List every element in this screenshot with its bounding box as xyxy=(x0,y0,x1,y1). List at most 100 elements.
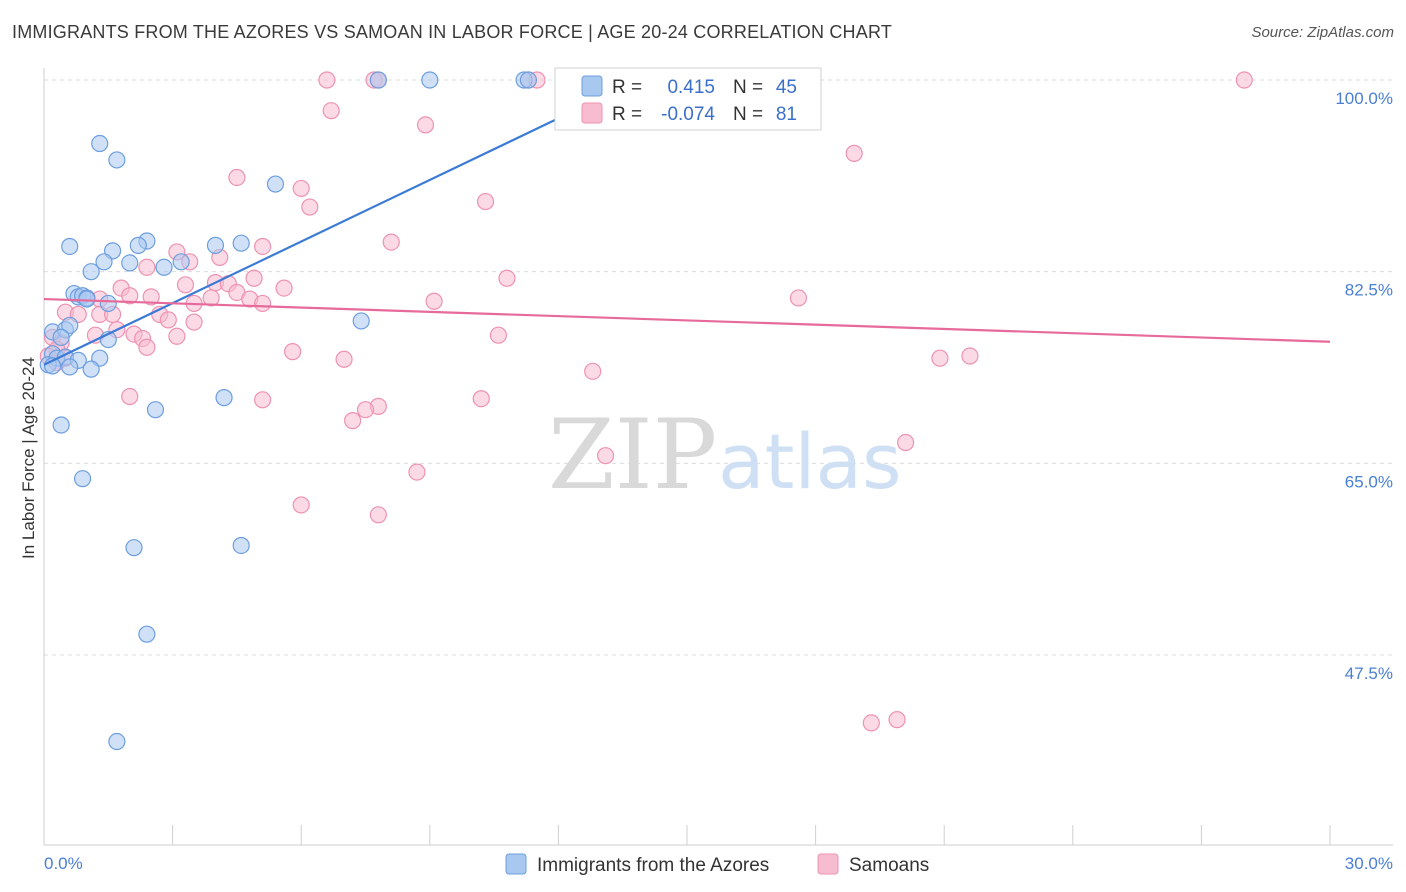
azores-point-15 xyxy=(155,258,173,276)
samoan-point-8 xyxy=(845,144,863,162)
azores-point-3 xyxy=(519,71,537,89)
axes xyxy=(43,68,1393,846)
azores-point-40 xyxy=(146,401,165,419)
samoan-point-70 xyxy=(292,496,310,514)
y-tick-label-2: 65.0% xyxy=(1345,472,1393,491)
legend-r-label-azores: R = xyxy=(612,77,642,98)
samoan-point-55 xyxy=(584,362,602,380)
bottom-legend-label-azores: Immigrants from the Azores xyxy=(537,855,769,876)
samoan-point-66 xyxy=(344,412,362,430)
samoan-point-63 xyxy=(472,390,490,408)
samoan-point-41 xyxy=(159,311,177,329)
azores-point-37 xyxy=(61,358,79,376)
samoan-point-31 xyxy=(425,292,443,310)
samoan-point-7 xyxy=(416,116,435,134)
watermark-zip: ZIP xyxy=(548,399,717,511)
legend-n-value-samoan: 81 xyxy=(776,104,797,125)
azores-point-45 xyxy=(138,625,156,643)
azores-trend-line xyxy=(43,84,628,366)
azores-point-5 xyxy=(108,151,126,169)
samoan-point-32 xyxy=(789,289,808,307)
gridlines xyxy=(44,79,1393,656)
source-credit: Source: ZipAtlas.com xyxy=(1251,24,1394,41)
samoan-point-73 xyxy=(888,711,906,729)
y-tick-label-0: 100.0% xyxy=(1335,89,1393,108)
bottom-legend-label-samoan: Samoans xyxy=(849,855,929,876)
azores-point-17 xyxy=(82,263,100,281)
samoan-point-18 xyxy=(138,258,156,276)
azores-point-39 xyxy=(215,389,233,407)
azores-point-14 xyxy=(121,254,139,272)
azores-point-7 xyxy=(61,237,79,256)
azores-point-23 xyxy=(78,290,96,308)
samoan-point-53 xyxy=(284,343,302,361)
x-tick-min: 0.0% xyxy=(44,854,83,873)
samoan-point-57 xyxy=(961,347,979,365)
azores-point-1 xyxy=(421,71,439,89)
samoan-point-9 xyxy=(228,168,246,187)
legend-r-value-samoan: -0.074 xyxy=(661,104,715,125)
samoan-point-56 xyxy=(931,349,949,367)
azores-point-27 xyxy=(61,316,79,334)
y-axis-label: In Labor Force | Age 20-24 xyxy=(19,357,38,559)
samoan-point-51 xyxy=(138,338,156,356)
azores-point-6 xyxy=(266,175,285,193)
samoan-point-52 xyxy=(489,326,507,344)
azores-point-10 xyxy=(129,236,147,254)
legend-swatch-samoan xyxy=(581,102,603,124)
azores-points xyxy=(39,71,537,751)
azores-point-44 xyxy=(232,536,250,555)
samoan-point-65 xyxy=(356,401,375,419)
azores-point-41 xyxy=(52,416,70,434)
x-tick-max: 30.0% xyxy=(1345,854,1393,873)
samoan-point-0 xyxy=(318,71,336,89)
samoan-point-13 xyxy=(382,233,400,251)
samoan-point-67 xyxy=(897,433,915,452)
azores-point-4 xyxy=(91,134,109,153)
series-legend: Immigrants from the Azores Samoans xyxy=(505,853,929,876)
samoan-point-61 xyxy=(121,387,139,406)
bottom-legend-swatch-azores xyxy=(505,853,527,875)
samoan-point-54 xyxy=(335,350,353,368)
azores-point-24 xyxy=(352,312,370,330)
samoan-point-12 xyxy=(476,192,495,211)
azores-point-22 xyxy=(99,294,117,313)
samoan-point-68 xyxy=(596,447,615,465)
samoan-point-10 xyxy=(292,179,310,198)
samoan-point-42 xyxy=(185,313,203,331)
samoan-point-30 xyxy=(254,294,272,313)
chart-title: IMMIGRANTS FROM THE AZORES VS SAMOAN IN … xyxy=(12,22,893,42)
azores-point-46 xyxy=(108,732,126,751)
samoan-point-47 xyxy=(168,327,186,345)
azores-point-13 xyxy=(95,253,113,271)
azores-point-11 xyxy=(206,236,225,254)
y-tick-labels: 100.0% 82.5% 65.0% 47.5% xyxy=(1335,89,1393,683)
samoan-point-62 xyxy=(254,391,272,409)
samoan-point-69 xyxy=(408,463,426,481)
samoan-point-71 xyxy=(369,506,387,524)
azores-point-16 xyxy=(172,253,190,271)
watermark-atlas: atlas xyxy=(718,417,902,506)
samoan-point-14 xyxy=(254,237,272,256)
stats-legend: R = 0.415 N = 45 R = -0.074 N = 81 xyxy=(554,67,822,131)
samoan-point-20 xyxy=(245,269,263,287)
legend-n-label-samoan: N = xyxy=(733,104,763,125)
samoan-point-26 xyxy=(142,288,160,306)
bottom-legend-swatch-samoan xyxy=(817,853,839,875)
y-tick-label-1: 82.5% xyxy=(1345,281,1393,300)
azores-point-28 xyxy=(52,328,70,346)
azores-point-12 xyxy=(232,234,250,252)
samoan-point-28 xyxy=(202,289,220,307)
trend-lines xyxy=(43,84,1331,366)
legend-n-value-azores: 45 xyxy=(776,77,797,98)
samoan-point-72 xyxy=(862,714,880,732)
samoan-point-24 xyxy=(275,279,293,297)
samoan-point-6 xyxy=(322,102,340,120)
samoan-point-21 xyxy=(176,276,195,294)
azores-point-42 xyxy=(73,470,92,488)
samoan-trend-line xyxy=(43,297,1331,343)
legend-n-label-azores: N = xyxy=(733,77,763,98)
samoan-point-5 xyxy=(1235,71,1253,89)
samoan-point-19 xyxy=(498,269,516,287)
